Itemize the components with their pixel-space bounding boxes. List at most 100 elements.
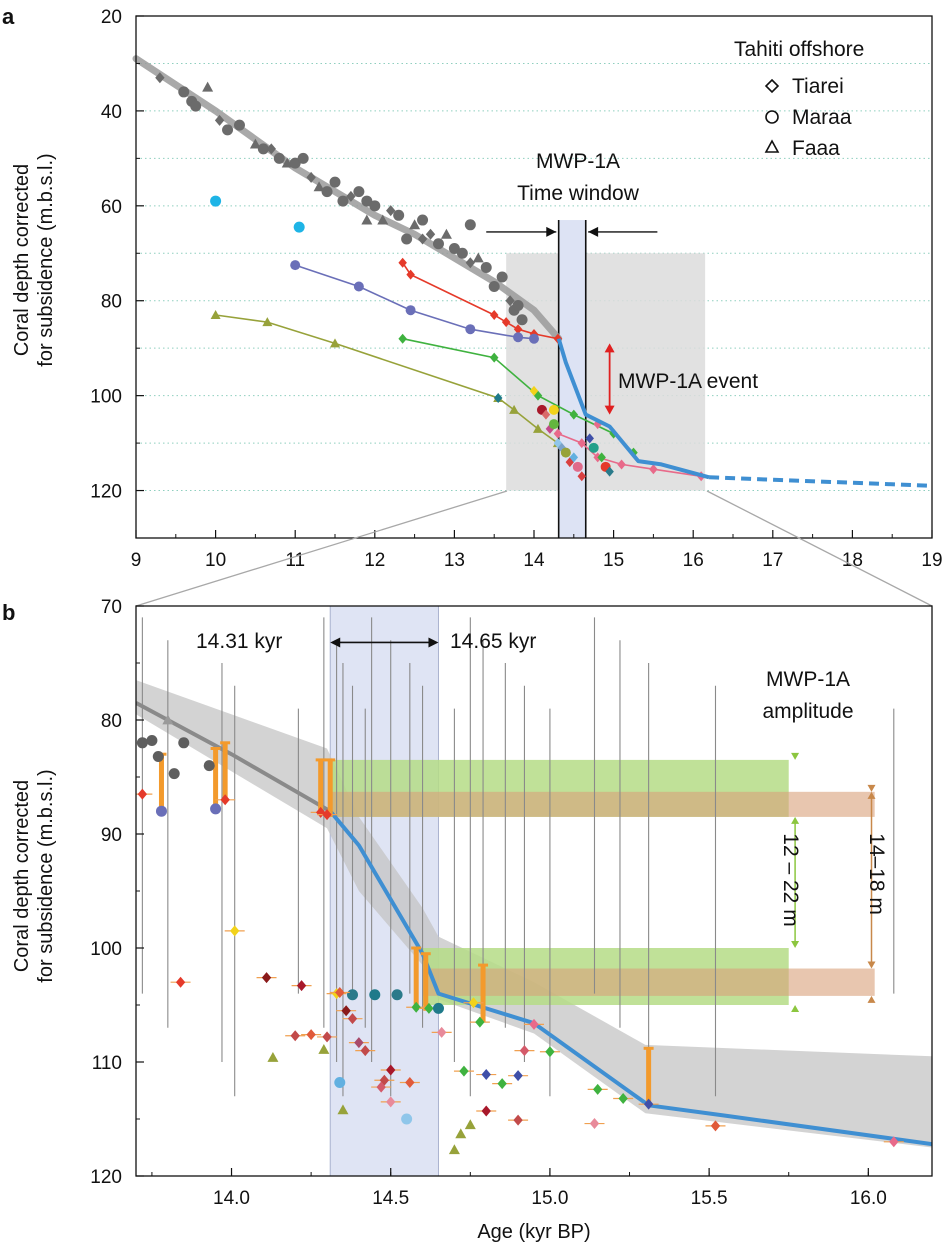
data-point — [417, 214, 429, 226]
arrowhead-icon — [588, 226, 599, 237]
data-point — [472, 252, 484, 263]
data-point — [569, 409, 579, 420]
legend-title: Tahiti offshore — [734, 38, 864, 61]
data-point — [290, 260, 301, 271]
data-point — [290, 1030, 300, 1042]
data-point — [649, 464, 658, 475]
arrowhead-icon — [867, 791, 876, 799]
legend-label-tiarei: Tiarei — [792, 75, 844, 98]
data-point — [262, 317, 273, 327]
data-point — [306, 1029, 316, 1041]
x-tick-label: 19 — [921, 550, 942, 571]
data-point — [296, 980, 307, 992]
data-point — [386, 1096, 396, 1108]
x-tick-label: 18 — [842, 550, 863, 571]
legend-entry-maraa: Maraa — [765, 106, 852, 129]
triangle-marker-icon — [764, 139, 780, 153]
data-point — [513, 1070, 523, 1082]
data-point — [354, 1037, 364, 1049]
data-point — [889, 1136, 899, 1148]
data-point — [505, 295, 515, 307]
data-point — [489, 309, 499, 320]
panel-b-xlabel: Age (kyr BP) — [477, 1221, 590, 1243]
y-tick-label: 70 — [101, 597, 122, 618]
data-point — [322, 1031, 332, 1043]
sea-level-curve — [556, 338, 710, 480]
data-point — [532, 423, 543, 433]
data-point — [481, 1069, 491, 1081]
data-point — [261, 972, 272, 984]
panel-b-ylabel-line1: Coral depth corrected — [11, 780, 33, 972]
panel-a-ylabel: Coral depth corrected for subsidence (m.… — [11, 153, 57, 366]
data-point — [605, 466, 614, 477]
legend-label-faaa: Faaa — [792, 137, 840, 160]
series-line — [557, 432, 702, 478]
data-point — [488, 280, 500, 292]
amplitude-label-line1: MWP-1A — [766, 668, 850, 691]
data-point — [432, 1002, 444, 1014]
data-point — [337, 195, 349, 207]
data-point — [710, 1120, 721, 1132]
amplitude-label-line2: amplitude — [762, 700, 853, 723]
panel-b-ylabel: Coral depth corrected for subsidence (m.… — [11, 769, 57, 982]
data-point — [475, 1016, 485, 1028]
data-point — [411, 1001, 421, 1013]
arrowhead-icon — [791, 941, 800, 948]
data-point — [409, 219, 421, 230]
data-point — [369, 989, 381, 1001]
x-tick-label: 14 — [523, 550, 545, 571]
data-point — [493, 393, 503, 404]
diamond-marker-icon — [764, 78, 780, 94]
data-point — [210, 803, 222, 815]
x-tick-label: 10 — [205, 550, 226, 571]
data-point — [347, 1013, 358, 1025]
data-point — [175, 976, 186, 988]
data-point — [481, 1105, 491, 1117]
data-point — [560, 447, 571, 458]
data-point — [512, 299, 524, 311]
window-label-line1: MWP-1A — [536, 150, 620, 173]
arrowhead-icon — [604, 343, 615, 353]
data-point — [289, 157, 301, 169]
data-point — [334, 1077, 346, 1089]
x-tick-label: 14.0 — [213, 1188, 250, 1209]
data-point — [347, 989, 359, 1001]
data-point — [464, 219, 476, 231]
arrowhead-icon — [791, 816, 800, 824]
data-point — [376, 1081, 386, 1093]
data-point — [529, 385, 539, 396]
panel-a-ylabel-line1: Coral depth corrected — [11, 164, 33, 356]
y-tick-label: 100 — [90, 387, 122, 408]
arrowhead-icon — [546, 226, 557, 237]
data-point — [519, 1045, 530, 1057]
data-point — [330, 338, 340, 348]
x-tick-label: 16.0 — [850, 1188, 887, 1209]
data-point — [257, 143, 269, 155]
data-point — [513, 324, 523, 335]
arrowhead-icon — [330, 637, 341, 648]
sea-level-extrapolation — [709, 475, 933, 488]
data-point — [618, 1092, 628, 1104]
window-start-label: 14.31 kyr — [196, 630, 282, 653]
data-point — [548, 419, 559, 430]
data-point — [465, 257, 475, 269]
data-point — [398, 257, 407, 268]
data-point — [553, 428, 563, 439]
data-point — [178, 737, 190, 749]
data-point — [398, 333, 407, 344]
data-point — [513, 1114, 523, 1126]
data-point — [273, 152, 285, 164]
y-tick-label: 80 — [101, 292, 122, 313]
arrowhead-icon — [867, 784, 876, 792]
data-point — [210, 309, 221, 319]
data-point — [572, 461, 583, 472]
data-point — [281, 157, 293, 168]
window-label-line2: Time window — [517, 182, 640, 205]
event-label: MWP-1A event — [618, 370, 758, 393]
data-point — [501, 317, 511, 328]
panel-b-label: b — [2, 600, 15, 625]
data-point — [202, 81, 214, 92]
data-point — [405, 1077, 415, 1089]
data-point — [267, 1051, 279, 1062]
